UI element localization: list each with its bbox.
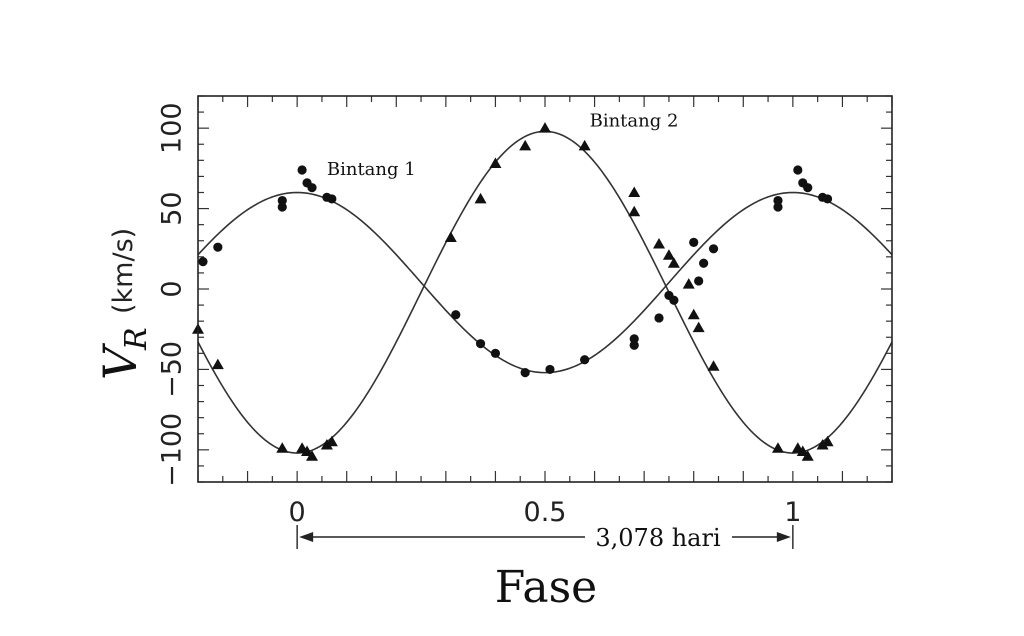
period-annotation: 3,078 hari bbox=[296, 524, 794, 552]
y-axis-title: V R (km/s) bbox=[93, 228, 154, 380]
point-bintang-2 bbox=[796, 445, 809, 456]
y-tick-label: 100 bbox=[157, 102, 188, 154]
point-bintang-1 bbox=[629, 340, 639, 350]
point-bintang-2 bbox=[687, 308, 700, 320]
point-bintang-1 bbox=[699, 258, 709, 268]
point-bintang-1 bbox=[773, 202, 783, 212]
point-bintang-2 bbox=[306, 450, 319, 461]
fit-curves bbox=[197, 130, 893, 454]
point-bintang-1 bbox=[277, 195, 287, 206]
point-bintang-2 bbox=[667, 257, 680, 268]
series-label-bintang-2: Bintang 2 bbox=[590, 111, 679, 132]
point-bintang-2 bbox=[519, 139, 532, 151]
point-bintang-2 bbox=[662, 249, 675, 260]
point-bintang-1 bbox=[629, 334, 639, 344]
point-bintang-2 bbox=[320, 439, 333, 450]
point-bintang-2 bbox=[211, 358, 224, 370]
point-bintang-2 bbox=[771, 442, 784, 453]
period-arrowhead-left bbox=[299, 532, 314, 542]
point-bintang-1 bbox=[307, 183, 317, 193]
point-bintang-1 bbox=[694, 276, 704, 286]
point-bintang-2 bbox=[692, 321, 705, 333]
tick-labels: 0 0.5 1 100 50 0 −50 −100 bbox=[157, 102, 802, 528]
y-axis-title-unit: (km/s) bbox=[108, 228, 139, 314]
point-bintang-2 bbox=[821, 435, 834, 447]
y-tick-label: −50 bbox=[157, 341, 188, 398]
fit-curve-1 bbox=[197, 191, 893, 374]
point-bintang-2 bbox=[628, 186, 641, 197]
point-bintang-1 bbox=[689, 237, 699, 247]
data-points bbox=[192, 122, 834, 461]
y-axis-title-subscript: R bbox=[119, 327, 154, 351]
y-tick-label: 0 bbox=[157, 280, 188, 297]
point-bintang-1 bbox=[669, 295, 679, 305]
period-label: 3,078 hari bbox=[595, 524, 721, 552]
fit-curve-2 bbox=[197, 130, 893, 454]
point-bintang-1 bbox=[277, 202, 287, 212]
point-bintang-1 bbox=[545, 364, 555, 375]
point-bintang-1 bbox=[580, 355, 590, 365]
period-arrowhead-right bbox=[776, 532, 791, 542]
point-bintang-2 bbox=[578, 139, 591, 151]
tick-marks bbox=[197, 95, 893, 483]
point-bintang-2 bbox=[539, 122, 551, 133]
point-bintang-2 bbox=[474, 192, 487, 204]
point-bintang-1 bbox=[654, 313, 664, 323]
point-bintang-1 bbox=[773, 195, 783, 206]
point-bintang-1 bbox=[213, 242, 223, 252]
point-bintang-1 bbox=[490, 348, 501, 358]
point-bintang-1 bbox=[803, 183, 813, 193]
point-bintang-2 bbox=[653, 237, 666, 249]
series-label-bintang-1: Bintang 1 bbox=[327, 159, 416, 180]
point-bintang-2 bbox=[816, 439, 829, 450]
x-tick-label: 0 bbox=[289, 497, 306, 528]
point-bintang-2 bbox=[801, 450, 814, 461]
point-bintang-2 bbox=[628, 205, 641, 217]
y-axis-title-symbol: V bbox=[93, 342, 147, 380]
x-tick-label: 0.5 bbox=[524, 497, 567, 528]
point-bintang-2 bbox=[489, 157, 502, 169]
point-bintang-2 bbox=[444, 231, 457, 243]
y-tick-label: 50 bbox=[157, 191, 188, 225]
point-bintang-2 bbox=[682, 278, 695, 289]
point-bintang-1 bbox=[451, 310, 461, 320]
point-bintang-1 bbox=[822, 194, 833, 204]
point-bintang-2 bbox=[325, 435, 338, 447]
point-bintang-2 bbox=[707, 360, 720, 371]
point-bintang-1 bbox=[520, 368, 530, 378]
point-bintang-1 bbox=[475, 339, 486, 349]
x-tick-label: 1 bbox=[784, 497, 801, 528]
plot-frame bbox=[197, 95, 893, 483]
point-bintang-1 bbox=[327, 194, 337, 204]
y-tick-label: −100 bbox=[157, 413, 188, 487]
point-bintang-1 bbox=[793, 165, 803, 175]
point-bintang-1 bbox=[297, 165, 307, 175]
x-axis-title: Fase bbox=[495, 562, 597, 613]
point-bintang-2 bbox=[276, 442, 289, 453]
point-bintang-1 bbox=[708, 244, 719, 254]
point-bintang-1 bbox=[198, 257, 208, 267]
point-bintang-2 bbox=[301, 445, 314, 456]
